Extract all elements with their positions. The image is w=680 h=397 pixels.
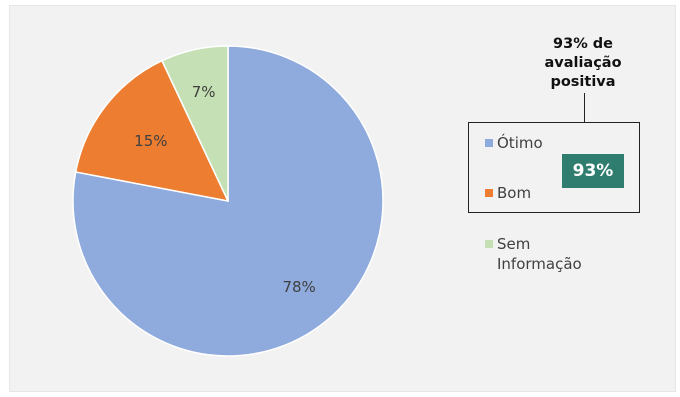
slice-otimo (72, 45, 384, 357)
callout-box (468, 122, 640, 213)
legend-swatch-sem-informacao (485, 240, 493, 248)
legend-label-sem-informacao: Sem Informação (497, 235, 582, 273)
legend-swatch-bom (485, 189, 493, 197)
legend-label-otimo: Ótimo (497, 134, 543, 152)
legend-item-sem-informacao: Sem Informação (485, 234, 635, 274)
legend-item-bom: Bom (485, 183, 635, 203)
slice-bom (74, 59, 230, 203)
callout-title: 93% de avaliação positiva (544, 36, 622, 90)
slice-sem-informacao (161, 45, 229, 202)
callout-connector-line (584, 93, 585, 122)
slice-label-sem-informacao: 7% (192, 83, 216, 101)
legend-label-bom: Bom (497, 184, 532, 202)
slice-label-otimo: 78% (282, 278, 315, 296)
legend-item-otimo: Ótimo (485, 133, 635, 153)
slice-label-bom: 15% (134, 132, 167, 150)
legend-swatch-otimo (485, 139, 493, 147)
callout-badge: 93% (562, 154, 624, 188)
